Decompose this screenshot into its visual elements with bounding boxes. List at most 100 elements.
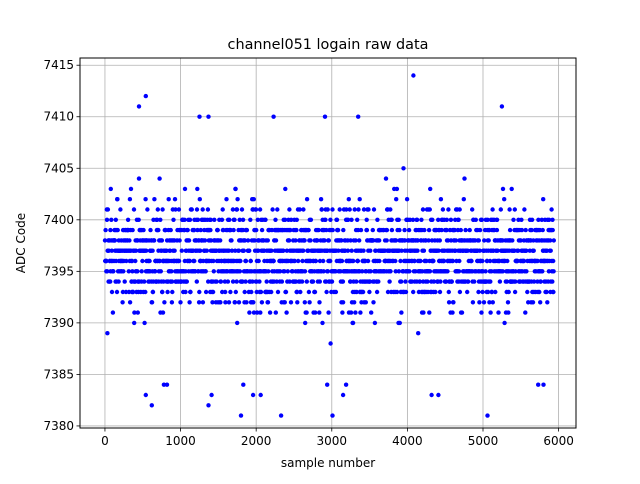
data-point xyxy=(433,289,438,295)
data-point xyxy=(251,300,256,305)
y-tick-label: 7415 xyxy=(43,58,74,72)
data-point xyxy=(143,93,148,99)
data-point xyxy=(470,300,476,305)
data-point xyxy=(371,300,376,305)
data-point xyxy=(203,289,209,295)
data-point xyxy=(479,217,485,222)
data-point xyxy=(494,217,500,222)
data-point xyxy=(109,217,114,222)
data-point xyxy=(372,320,378,326)
data-point xyxy=(257,279,262,284)
data-point xyxy=(169,279,175,284)
data-point xyxy=(125,217,131,222)
data-point xyxy=(286,238,292,243)
data-point xyxy=(171,217,176,222)
data-point xyxy=(197,289,202,295)
data-point xyxy=(269,248,274,253)
data-point xyxy=(506,289,511,295)
data-point xyxy=(210,289,216,295)
data-point xyxy=(130,258,135,264)
data-point xyxy=(178,300,183,305)
y-tick-label: 7390 xyxy=(43,316,74,330)
data-point xyxy=(551,289,556,295)
data-point xyxy=(110,310,116,315)
data-point xyxy=(130,227,135,233)
data-point xyxy=(154,217,160,222)
data-point xyxy=(209,392,214,398)
data-point xyxy=(256,258,261,264)
data-point xyxy=(377,238,382,243)
data-point xyxy=(116,279,121,284)
data-point xyxy=(384,227,390,233)
data-point xyxy=(206,279,211,284)
data-point xyxy=(399,279,404,284)
data-point xyxy=(473,217,478,222)
data-point xyxy=(333,289,339,295)
data-point xyxy=(373,248,378,253)
data-point xyxy=(403,289,409,295)
data-point xyxy=(345,248,351,253)
data-point xyxy=(513,279,518,284)
data-point xyxy=(546,217,552,222)
data-point xyxy=(545,300,550,305)
data-point xyxy=(329,279,335,284)
data-point xyxy=(287,207,292,212)
data-point xyxy=(345,217,351,222)
data-point xyxy=(354,279,359,284)
data-point xyxy=(247,248,252,253)
data-point xyxy=(477,300,482,305)
data-point xyxy=(211,258,216,264)
data-point xyxy=(245,238,251,243)
data-point xyxy=(150,248,155,253)
data-point xyxy=(290,269,295,274)
data-point xyxy=(328,341,333,346)
data-point xyxy=(152,197,157,202)
data-point xyxy=(388,207,393,212)
data-point xyxy=(522,207,527,212)
data-point xyxy=(136,217,141,222)
data-point xyxy=(396,217,401,222)
data-point xyxy=(184,279,189,284)
data-point xyxy=(223,300,228,305)
data-point xyxy=(500,186,506,192)
data-point xyxy=(303,320,308,326)
data-point xyxy=(232,300,238,305)
data-point xyxy=(529,217,535,222)
data-point xyxy=(357,197,362,202)
data-point xyxy=(456,217,461,222)
data-point xyxy=(483,269,488,274)
data-point xyxy=(328,258,333,264)
data-point xyxy=(143,197,148,202)
data-point xyxy=(551,258,556,264)
data-point xyxy=(230,279,236,284)
data-point xyxy=(108,186,114,192)
data-point xyxy=(136,176,142,181)
data-point xyxy=(525,289,530,295)
data-point xyxy=(363,300,368,305)
data-point xyxy=(185,227,190,233)
data-point xyxy=(353,310,358,315)
data-point xyxy=(275,289,281,295)
data-point xyxy=(236,248,241,253)
data-point xyxy=(397,227,402,233)
data-point xyxy=(429,392,434,398)
data-point xyxy=(421,310,426,315)
data-point xyxy=(399,310,404,315)
data-point xyxy=(186,238,192,243)
data-point xyxy=(377,258,382,264)
data-point xyxy=(461,197,466,202)
data-point xyxy=(104,217,110,222)
data-point xyxy=(191,227,197,233)
data-point xyxy=(394,289,400,295)
data-point xyxy=(133,258,138,264)
data-point xyxy=(467,227,472,233)
data-point xyxy=(551,238,556,243)
data-point xyxy=(485,217,490,222)
data-point xyxy=(160,289,165,295)
data-point xyxy=(253,207,259,212)
data-point xyxy=(340,310,345,315)
data-point xyxy=(317,310,322,315)
data-point xyxy=(200,300,206,305)
data-point xyxy=(150,289,156,295)
